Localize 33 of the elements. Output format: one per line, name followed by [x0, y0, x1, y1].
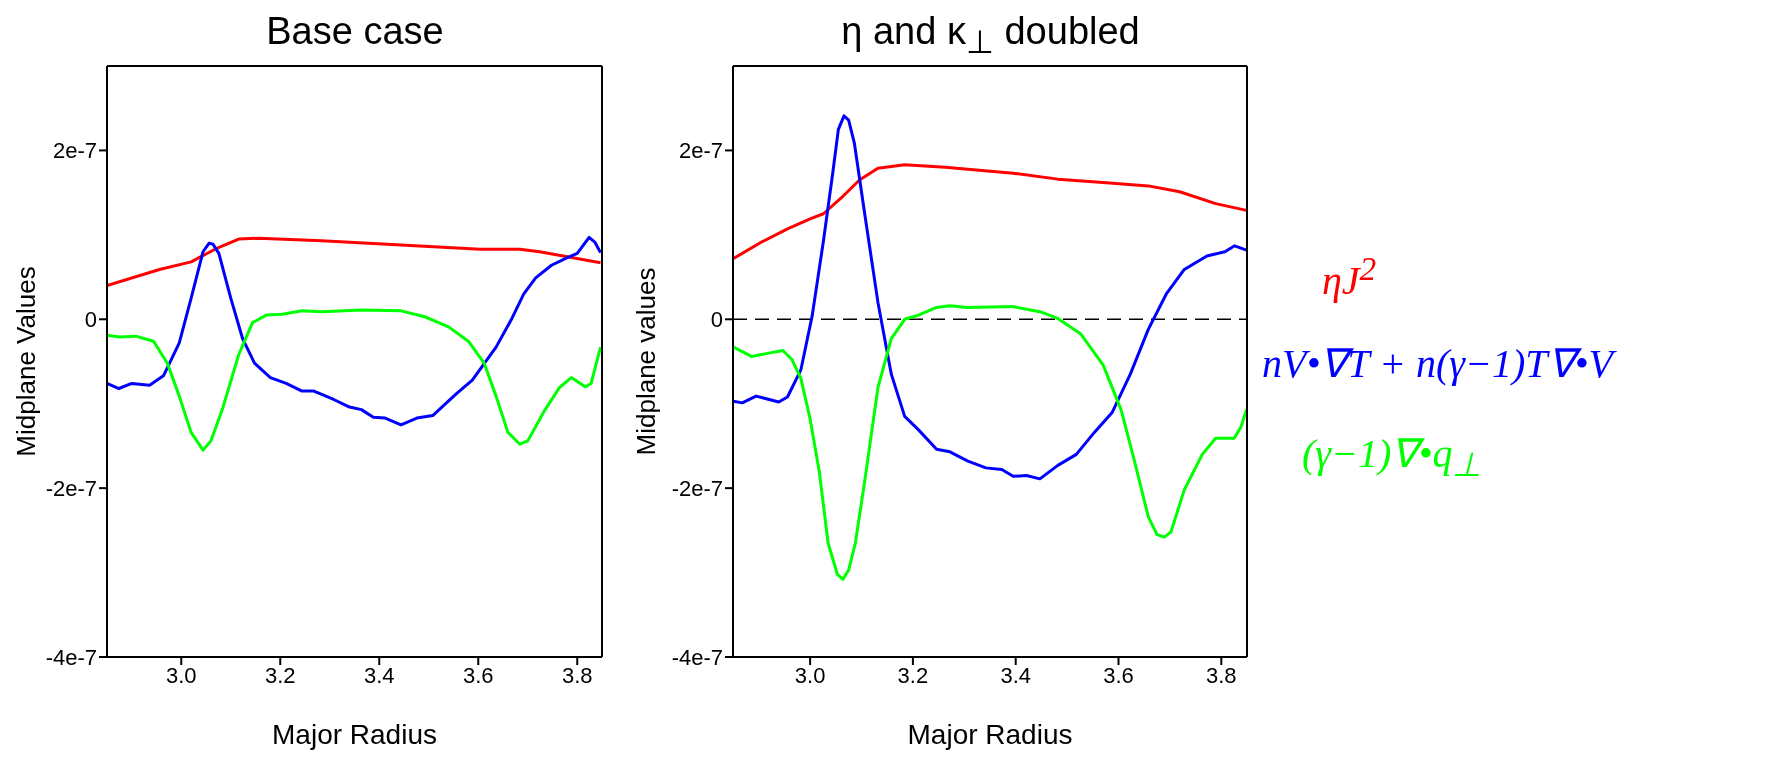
x-tick-label: 3.4	[1000, 662, 1031, 688]
x-axis-title: Major Radius	[907, 719, 1073, 750]
y-tick-label: 0	[84, 307, 97, 333]
text: ηJ$^{2}$	[1321, 250, 1378, 306]
line-series	[107, 236, 602, 288]
x-tick-label: 3.6	[462, 662, 494, 688]
x-tick-label: 3.2	[264, 662, 296, 688]
x-tick-label: 3.0	[165, 662, 197, 688]
x-tick-label: 3.8	[1206, 662, 1237, 688]
y-tick-label: -4e-7	[45, 644, 97, 670]
text: nV•∇T + n(γ−1)T∇•V	[1262, 340, 1618, 388]
line-series	[107, 235, 602, 427]
series-label: (γ−1)∇•q$_{⊥}$	[1301, 430, 1483, 485]
line-series	[733, 163, 1247, 260]
y-tick-label: 2e-7	[678, 138, 723, 164]
x-tick-label: 3.2	[897, 662, 929, 688]
x-tick-label: 3.0	[794, 662, 826, 688]
line-series	[733, 114, 1247, 481]
y-tick-label: 2e-7	[52, 138, 97, 164]
x-axis-title: Major Radius	[272, 719, 437, 750]
x-tick-label: 3.8	[561, 662, 593, 688]
x-tick-label: 3.4	[363, 662, 395, 688]
y-axis-title: Midplane Values	[11, 266, 41, 457]
y-tick-label: -4e-7	[671, 644, 723, 670]
x-tick-label: 3.6	[1103, 662, 1134, 688]
line-series	[733, 304, 1247, 581]
chart-title: η and κ$_{⊥}$ doubled	[840, 10, 1141, 61]
chart-title: Base case	[265, 10, 445, 53]
y-tick-label: 0	[710, 307, 723, 333]
line-series	[107, 308, 602, 452]
y-axis-title: Midplane values	[631, 267, 661, 456]
y-tick-label: -2e-7	[45, 475, 97, 501]
y-tick-label: -2e-7	[671, 475, 723, 501]
